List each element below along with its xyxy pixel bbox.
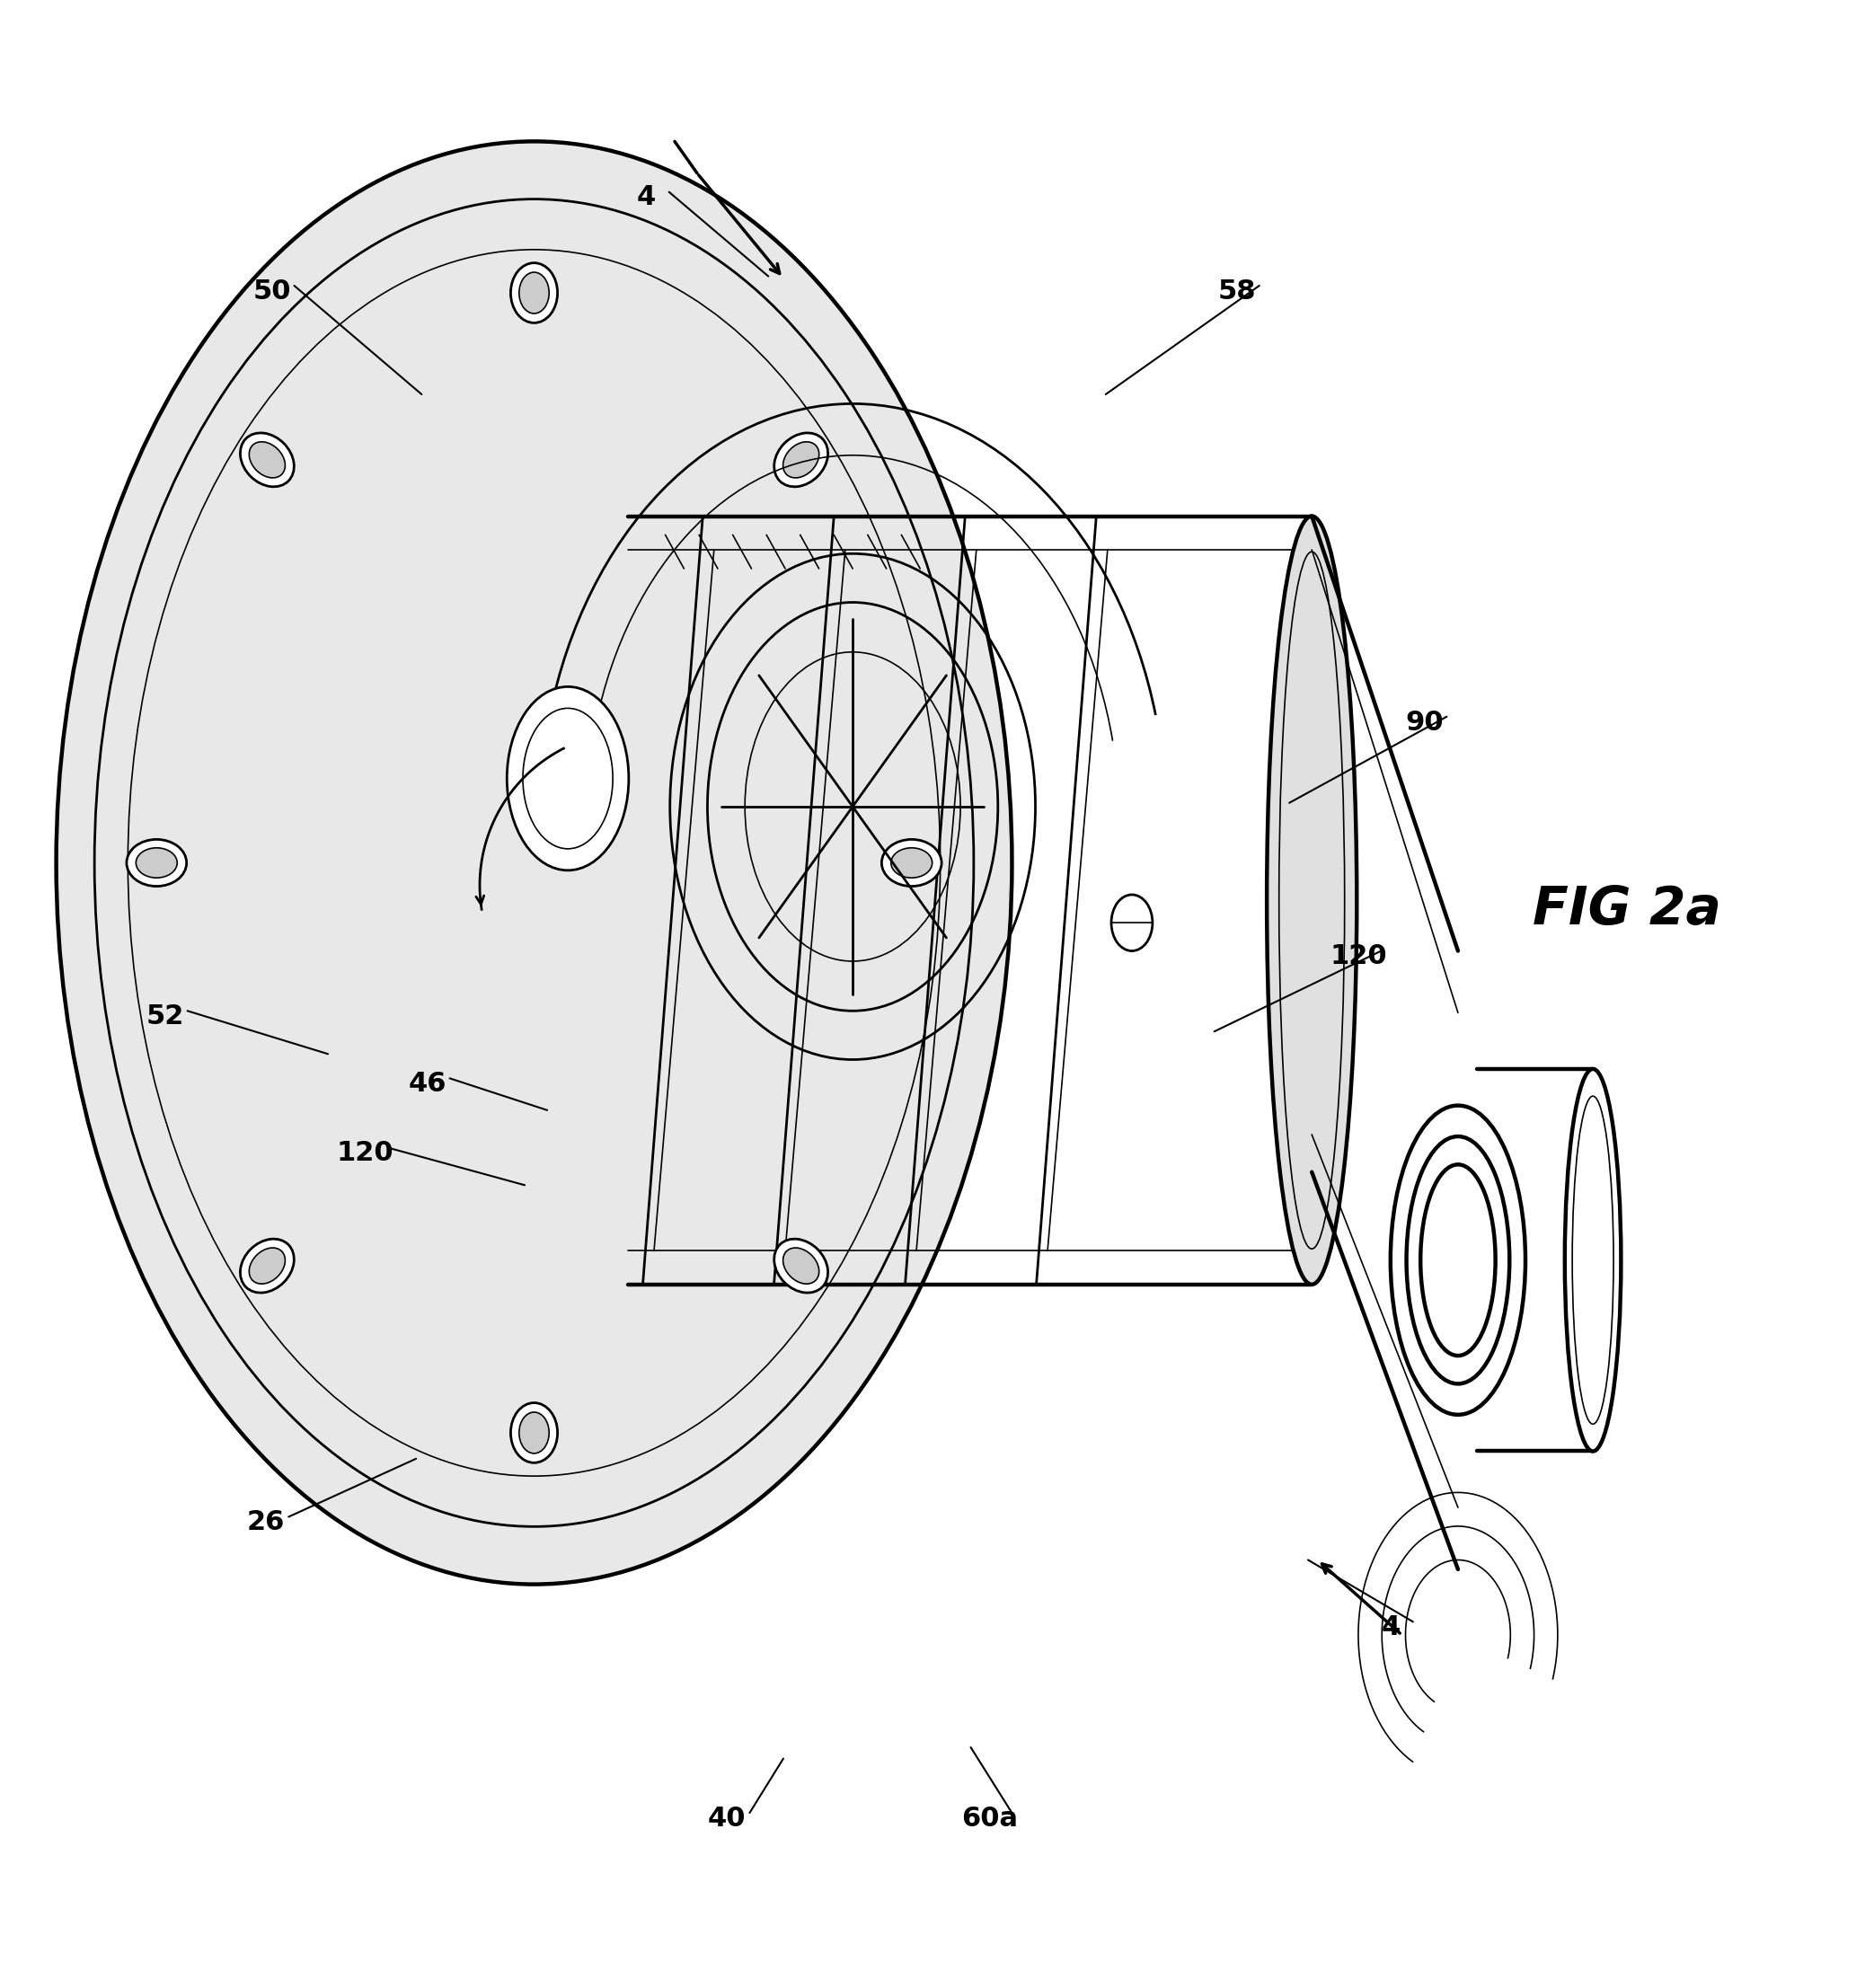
Ellipse shape [1111,895,1153,950]
Ellipse shape [783,1248,819,1284]
Ellipse shape [510,1404,557,1463]
Ellipse shape [881,839,941,887]
Text: 120: 120 [1331,944,1387,970]
Ellipse shape [890,847,931,879]
Ellipse shape [240,1239,294,1292]
Ellipse shape [783,441,819,477]
Ellipse shape [774,1239,828,1292]
Ellipse shape [56,141,1012,1584]
Ellipse shape [249,1248,285,1284]
Ellipse shape [1565,1070,1621,1451]
Text: 58: 58 [1218,278,1256,304]
Text: 50: 50 [253,278,290,304]
Ellipse shape [127,839,187,887]
Text: FIG 2a: FIG 2a [1533,885,1720,934]
Ellipse shape [510,262,558,322]
Ellipse shape [519,1411,549,1453]
Text: 26: 26 [247,1509,285,1535]
Ellipse shape [249,441,285,477]
Ellipse shape [240,433,294,487]
Ellipse shape [137,847,178,879]
Text: 46: 46 [409,1072,446,1097]
Ellipse shape [774,433,828,487]
Text: 90: 90 [1406,710,1443,736]
Ellipse shape [1267,517,1357,1284]
Text: 52: 52 [146,1004,184,1030]
Ellipse shape [519,272,549,314]
Text: 4: 4 [637,185,656,211]
Text: 40: 40 [708,1805,746,1831]
Text: 60a: 60a [961,1805,1018,1831]
Text: 4: 4 [1381,1614,1400,1640]
Text: 120: 120 [337,1141,394,1167]
Ellipse shape [506,686,628,871]
